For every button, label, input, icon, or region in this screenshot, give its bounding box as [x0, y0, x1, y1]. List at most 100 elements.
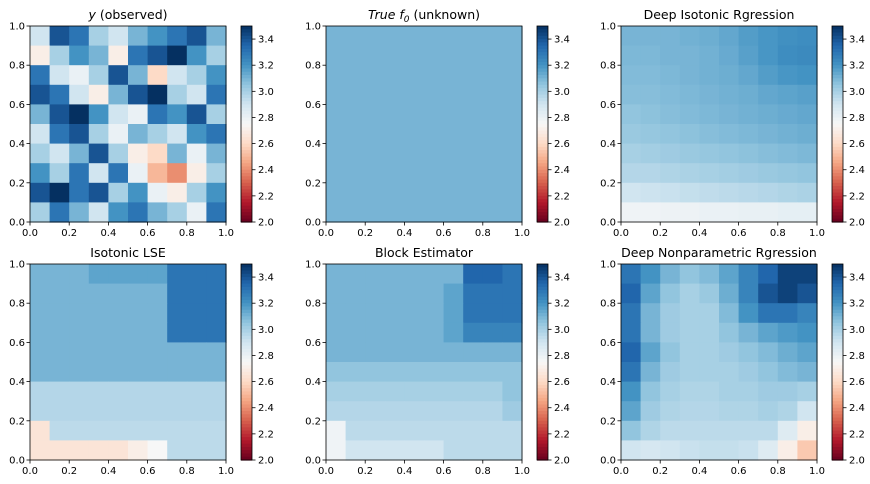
heatmap-cell — [206, 381, 227, 402]
heatmap-cell — [621, 303, 642, 324]
colorbar-segment — [832, 329, 843, 334]
heatmap-cell — [699, 124, 720, 145]
heatmap-cell — [30, 163, 51, 184]
colorbar-segment — [241, 146, 252, 151]
heatmap-cell — [640, 143, 661, 164]
colorbar-segment — [537, 401, 548, 406]
y-tick-label: 0.8 — [305, 61, 321, 72]
heatmap-cell — [186, 124, 207, 145]
heatmap-cell — [502, 362, 523, 383]
colorbar-segment — [241, 296, 252, 301]
colorbar-segment — [832, 437, 843, 441]
heatmap-cell — [424, 401, 445, 422]
heatmap-cell — [660, 401, 681, 422]
heatmap-cell — [758, 264, 779, 285]
heatmap-cell — [49, 283, 70, 304]
colorbar-segment — [241, 339, 252, 343]
heatmap-cell — [326, 342, 347, 363]
heatmap-cell — [621, 84, 642, 105]
heatmap-cell — [49, 163, 70, 184]
heatmap-cell — [147, 84, 168, 105]
heatmap-cell — [108, 65, 129, 86]
y-tick-label: 0.6 — [9, 100, 25, 111]
colorbar-segment — [537, 45, 548, 50]
heatmap-cell — [777, 303, 798, 324]
heatmap-cell — [699, 362, 720, 383]
heatmap-cell — [719, 303, 740, 324]
colorbar-segment — [241, 143, 252, 148]
x-tick-label: 0.4 — [396, 466, 412, 477]
heatmap-cell — [88, 182, 109, 203]
heatmap-cell — [167, 342, 188, 363]
colorbar-segment — [241, 407, 252, 412]
heatmap-cell — [777, 84, 798, 105]
colorbar-segment — [241, 163, 252, 168]
colorbar-segment — [241, 101, 252, 105]
heatmap-cell — [660, 440, 681, 461]
heatmap-cell — [777, 283, 798, 304]
colorbar-segment — [537, 407, 548, 412]
colorbar-segment — [832, 358, 843, 363]
colorbar-segment — [537, 348, 548, 353]
heatmap-cell — [758, 303, 779, 324]
colorbar-segment — [832, 332, 843, 337]
heatmap-cell — [719, 440, 740, 461]
colorbar-segment — [537, 394, 548, 399]
colorbar-segment — [537, 440, 548, 445]
heatmap-cell — [108, 440, 129, 461]
heatmap-cell — [69, 440, 90, 461]
heatmap-cell — [738, 124, 759, 145]
colorbar-segment — [832, 208, 843, 213]
heatmap-cell — [345, 362, 366, 383]
colorbar-segment — [832, 326, 843, 330]
heatmap-cell — [326, 26, 523, 223]
heatmap-cell — [167, 124, 188, 145]
colorbar-segment — [241, 120, 252, 125]
colorbar-segment — [832, 283, 843, 288]
heatmap-cell — [679, 303, 700, 324]
heatmap-cell — [167, 381, 188, 402]
heatmap-cell — [186, 322, 207, 343]
colorbar-segment — [537, 286, 548, 291]
heatmap-cell — [326, 322, 347, 343]
heatmap-cell — [640, 182, 661, 203]
heatmap-cell — [679, 401, 700, 422]
colorbar-segment — [832, 173, 843, 177]
colorbar-tick-label: 3.4 — [554, 35, 570, 46]
title-subscript: 0 — [404, 15, 410, 25]
heatmap-cell — [797, 322, 818, 343]
heatmap-cell — [108, 143, 129, 164]
heatmap-cell — [128, 65, 149, 86]
colorbar-segment — [537, 433, 548, 438]
heatmap-cell — [30, 420, 51, 441]
heatmap-cell — [108, 124, 129, 145]
colorbar-segment — [537, 143, 548, 148]
heatmap-cell — [186, 362, 207, 383]
x-tick-label: 1.0 — [809, 466, 825, 477]
colorbar-tick-label: 2.4 — [849, 165, 865, 176]
heatmap-cell — [660, 202, 681, 223]
colorbar-segment — [537, 277, 548, 281]
heatmap-cell — [738, 163, 759, 184]
colorbar-segment — [241, 71, 252, 76]
heatmap-cell — [797, 303, 818, 324]
heatmap-cell — [147, 163, 168, 184]
colorbar-segment — [241, 440, 252, 445]
heatmap-cell — [404, 342, 425, 363]
colorbar-segment — [241, 114, 252, 119]
heatmap-cell — [30, 143, 51, 164]
y-tick-label: 0.8 — [600, 61, 616, 72]
heatmap-cell — [719, 322, 740, 343]
heatmap-cell — [738, 264, 759, 285]
colorbar-segment — [537, 208, 548, 213]
colorbar-segment — [241, 150, 252, 154]
heatmap-cell — [88, 420, 109, 441]
x-tick-label: 0.6 — [140, 228, 156, 239]
heatmap-cell — [679, 45, 700, 66]
colorbar-segment — [241, 26, 252, 30]
x-tick-label: 0.8 — [179, 228, 195, 239]
heatmap-cell — [424, 283, 445, 304]
heatmap-cell — [679, 84, 700, 105]
colorbar-segment — [832, 319, 843, 324]
heatmap-cell — [660, 104, 681, 125]
